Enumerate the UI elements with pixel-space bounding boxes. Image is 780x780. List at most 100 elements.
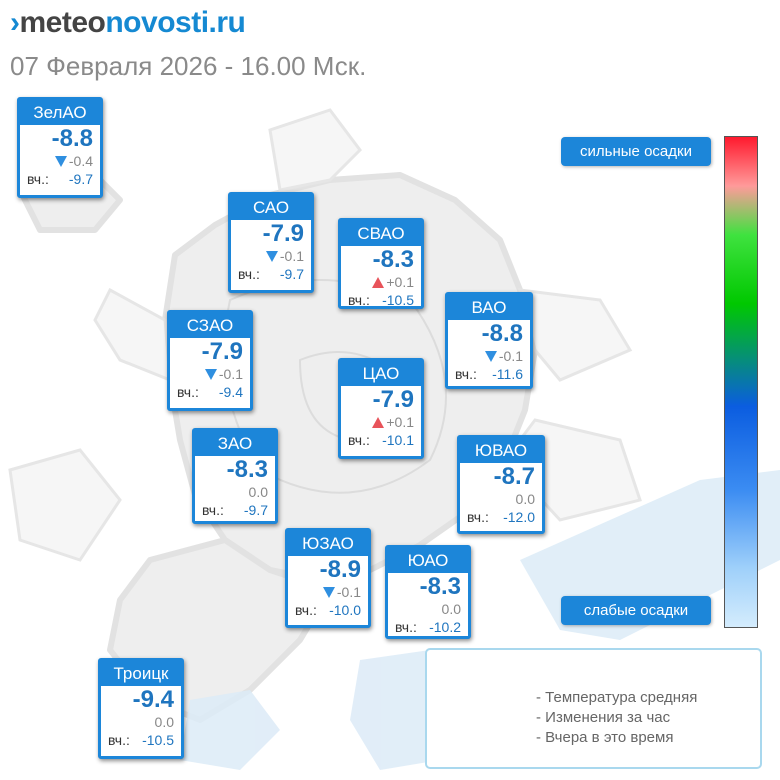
district-name: ЮЗАО [288,531,368,556]
district-name: Троицк [101,661,181,686]
hourly-change: 0.0 [460,491,542,508]
yesterday-row: вч.: -11.6 [448,365,530,383]
hourly-change: +0.1 [341,274,421,291]
yesterday-row: вч.: -10.2 [388,618,468,636]
temperature-value: -9.4 [132,686,174,713]
logo-text-novosti: novosti [105,6,209,39]
yesterday-label: вч.: [238,266,260,282]
hourly-change: -0.1 [231,248,311,265]
hourly-change: 0.0 [195,484,275,501]
district-card[interactable]: ЮАО -8.3 0.0 вч.: -10.2 [385,545,471,639]
logo-text-domain: .ru [208,6,246,39]
yesterday-value: -10.2 [429,619,461,635]
district-card[interactable]: ЗелАО -8.8 -0.4 вч.: -9.7 [17,97,103,198]
hourly-change: -0.1 [448,348,530,365]
temperature-value: -8.8 [481,320,523,347]
arrow-down-icon [204,369,217,380]
legend-box [425,648,762,769]
yesterday-row: вч.: -9.7 [231,265,311,283]
yesterday-value: -10.1 [382,432,414,448]
yesterday-label: вч.: [202,502,224,518]
district-name: СЗАО [170,313,250,338]
logo-mark: › [10,6,20,39]
yesterday-label: вч.: [348,292,370,308]
hourly-change: -0.4 [20,153,100,170]
temperature-value: -8.3 [226,456,268,483]
change-value: +0.1 [386,414,414,430]
yesterday-row: вч.: -12.0 [460,508,542,526]
change-value: -0.1 [498,348,523,364]
arrow-down-icon [265,251,278,262]
change-value: -0.1 [336,584,361,600]
district-card[interactable]: ЮЗАО -8.9 -0.1 вч.: -10.0 [285,528,371,628]
yesterday-label: вч.: [395,619,417,635]
legend-line-yesterday: - Вчера в это время [536,729,674,746]
yesterday-label: вч.: [467,509,489,525]
district-card[interactable]: ВАО -8.8 -0.1 вч.: -11.6 [445,292,533,389]
district-name: ЗелАО [20,100,100,125]
district-card[interactable]: САО -7.9 -0.1 вч.: -9.7 [228,192,314,293]
yesterday-row: вч.: -10.0 [288,601,368,619]
site-logo[interactable]: ›meteonovosti.ru [10,6,246,40]
district-card[interactable]: ЗАО -8.3 0.0 вч.: -9.7 [192,428,278,524]
yesterday-value: -11.6 [492,366,523,382]
hourly-change: -0.1 [288,584,368,601]
yesterday-row: вч.: -9.7 [195,501,275,519]
arrow-down-icon [322,587,335,598]
change-value: -0.1 [218,366,243,382]
yesterday-label: вч.: [295,602,317,618]
yesterday-row: вч.: -10.5 [101,731,181,749]
district-name: ВАО [448,295,530,320]
yesterday-label: вч.: [177,384,199,400]
temperature-value: -7.9 [262,220,304,247]
arrow-up-icon [372,417,385,428]
hourly-change: +0.1 [341,414,421,431]
yesterday-row: вч.: -9.4 [170,383,250,401]
temperature-value: -8.9 [319,556,361,583]
page-subtitle-date: 07 Февраля 2026 - 16.00 Мск. [10,51,367,81]
yesterday-value: -9.7 [68,171,93,187]
district-name: ЮВАО [460,438,542,463]
legend-line-temperature: - Температура средняя [536,689,698,706]
yesterday-row: вч.: -10.5 [341,291,421,309]
change-value: 0.0 [154,714,174,730]
temperature-value: -8.8 [51,125,93,152]
yesterday-value: -10.0 [329,602,361,618]
yesterday-label: вч.: [455,366,477,382]
district-card[interactable]: СВАО -8.3 +0.1 вч.: -10.5 [338,218,424,309]
temperature-value: -7.9 [372,386,414,413]
arrow-down-icon [54,156,67,167]
district-card[interactable]: СЗАО -7.9 -0.1 вч.: -9.4 [167,310,253,411]
hourly-change: 0.0 [388,601,468,618]
hourly-change: 0.0 [101,714,181,731]
logo-text-meteo: meteo [19,6,106,39]
arrow-up-icon [372,277,385,288]
temperature-value: -8.3 [419,573,461,600]
change-value: 0.0 [248,484,268,500]
yesterday-value: -9.4 [218,384,243,400]
yesterday-value: -10.5 [142,732,174,748]
temperature-value: -8.3 [372,246,414,273]
yesterday-label: вч.: [348,432,370,448]
district-name: СВАО [341,221,421,246]
district-card[interactable]: Троицк -9.4 0.0 вч.: -10.5 [98,658,184,759]
yesterday-value: -9.7 [279,266,304,282]
hourly-change: -0.1 [170,366,250,383]
yesterday-label: вч.: [108,732,130,748]
temperature-value: -7.9 [201,338,243,365]
change-value: 0.0 [441,601,461,617]
change-value: -0.1 [279,248,304,264]
district-name: ЦАО [341,361,421,386]
district-name: ЗАО [195,431,275,456]
yesterday-row: вч.: -10.1 [341,431,421,449]
yesterday-value: -12.0 [503,509,535,525]
yesterday-value: -9.7 [243,502,268,518]
arrow-down-icon [484,351,497,362]
change-value: 0.0 [515,491,535,507]
district-name: САО [231,195,311,220]
yesterday-label: вч.: [27,171,49,187]
legend-lines: - Температура средняя - Изменения за час… [536,688,697,748]
temperature-value: -8.7 [493,463,535,490]
district-card[interactable]: ЦАО -7.9 +0.1 вч.: -10.1 [338,358,424,459]
district-card[interactable]: ЮВАО -8.7 0.0 вч.: -12.0 [457,435,545,534]
